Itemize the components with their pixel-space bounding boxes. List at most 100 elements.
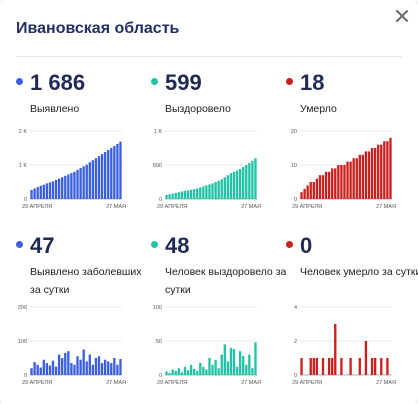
bar xyxy=(248,162,251,199)
bar xyxy=(189,189,193,199)
bar xyxy=(119,141,122,199)
bar xyxy=(380,144,383,199)
x-start-label: 29 АПРЕЛЯ xyxy=(22,204,52,210)
y-tick-label: 0 xyxy=(24,197,27,203)
panel-label: Выявлено заболевших за сутки xyxy=(30,266,142,296)
x-start-label: 29 АПРЕЛЯ xyxy=(157,380,187,386)
bar xyxy=(192,189,196,199)
bar xyxy=(110,363,113,375)
bar xyxy=(189,364,193,375)
bar xyxy=(214,182,217,199)
bar-chart: 4 2 029 АПРЕЛЯ 27 МАЯ xyxy=(292,305,396,386)
bar xyxy=(386,141,389,199)
panel-label: Умерло xyxy=(300,103,337,115)
bar xyxy=(48,182,52,199)
bar xyxy=(100,363,104,375)
bar xyxy=(232,171,236,199)
bar xyxy=(361,154,365,199)
x-start-label: 29 АПРЕЛЯ xyxy=(292,380,322,386)
bar xyxy=(238,351,242,375)
x-start-label: 29 АПРЕЛЯ xyxy=(157,204,187,210)
bar xyxy=(196,370,199,375)
bar xyxy=(64,175,67,199)
bar xyxy=(67,351,70,375)
bar xyxy=(349,161,352,199)
bar xyxy=(238,169,242,199)
bar xyxy=(321,358,325,375)
bar xyxy=(373,148,377,199)
bar xyxy=(91,364,95,375)
close-icon[interactable] xyxy=(392,6,412,26)
y-tick-label: 200 xyxy=(18,305,27,311)
bar xyxy=(79,168,82,199)
panel-daily-detected: 47 Выявлено заболевших за сутки 200 100 0 2… xyxy=(16,233,146,403)
y-tick-label: 0 xyxy=(159,197,162,203)
bar xyxy=(79,359,82,375)
panel-daily-deaths: 0 Человек умерло за сутки 4 2 0 29 АПРЕЛЯ 27… xyxy=(286,233,418,403)
panel-label: Человек умерло за сутки xyxy=(300,266,418,278)
bar-chart: 20 10 029 АПРЕЛЯ 27 МАЯ xyxy=(291,129,396,210)
bar xyxy=(223,344,226,375)
y-tick-label: 2 K xyxy=(19,129,28,135)
bar xyxy=(367,151,371,199)
bar xyxy=(349,358,352,375)
panel-recovered: 599 Выздоровело 1 K 500 0 29 АПРЕЛЯ 27 МАЯ xyxy=(151,70,281,240)
y-tick-label: 1 K xyxy=(154,129,163,135)
bar xyxy=(340,358,343,375)
bar xyxy=(220,354,223,375)
bar xyxy=(73,364,76,375)
bar xyxy=(318,175,322,199)
bar xyxy=(389,137,392,199)
panel-detected: 1 686 Выявлено 2 K 1 K 0 29 АПРЕЛЯ 27 МАЯ xyxy=(16,70,146,240)
bar xyxy=(30,189,33,199)
bar-chart: 100 50 029 АПРЕЛЯ 27 МАЯ xyxy=(153,305,261,386)
x-end-label: 27 МАЯ xyxy=(241,380,261,386)
panel-label: Выздоровело xyxy=(165,103,231,115)
y-tick-label: 4 xyxy=(294,305,297,311)
bar xyxy=(232,349,236,375)
bar xyxy=(82,166,85,199)
bar xyxy=(61,358,64,375)
bar xyxy=(42,184,45,199)
bar xyxy=(226,361,230,375)
x-end-label: 27 МАЯ xyxy=(106,380,126,386)
bar xyxy=(116,364,119,375)
panel-daily-recovered: 48 Человек выздоровело за сутки 100 50 0 29… xyxy=(151,233,286,403)
bar xyxy=(303,188,306,199)
bar xyxy=(192,368,196,375)
bar xyxy=(116,143,119,199)
panel-value: 1 686 xyxy=(30,70,86,95)
x-end-label: 27 МАЯ xyxy=(376,380,396,386)
bar xyxy=(113,145,116,199)
bar xyxy=(235,366,239,375)
y-tick-label: 1 K xyxy=(19,163,28,169)
bar xyxy=(171,193,174,199)
bar xyxy=(214,360,217,375)
bar xyxy=(315,178,319,199)
y-tick-label: 0 xyxy=(159,373,162,379)
panel-deaths: 18 Умерло 20 10 0 29 АПРЕЛЯ 27 МАЯ xyxy=(286,70,416,240)
bar xyxy=(199,187,202,199)
bar xyxy=(312,182,315,199)
bar xyxy=(315,358,319,375)
bar xyxy=(327,358,331,375)
x-end-label: 27 МАЯ xyxy=(376,204,396,210)
bar xyxy=(100,154,104,199)
x-end-label: 27 МАЯ xyxy=(241,204,261,210)
y-tick-label: 2 xyxy=(294,339,297,345)
bar xyxy=(364,151,368,199)
bar xyxy=(199,362,202,375)
bar xyxy=(177,368,180,375)
bar xyxy=(168,194,171,199)
series-dot xyxy=(286,78,293,85)
bar xyxy=(107,361,110,375)
bar xyxy=(352,158,355,199)
bar xyxy=(36,187,39,199)
bar xyxy=(380,358,383,375)
bar xyxy=(85,164,88,199)
bar xyxy=(45,363,49,375)
panel-value: 18 xyxy=(300,70,325,95)
x-start-label: 29 АПРЕЛЯ xyxy=(292,204,322,210)
bar xyxy=(103,359,107,375)
